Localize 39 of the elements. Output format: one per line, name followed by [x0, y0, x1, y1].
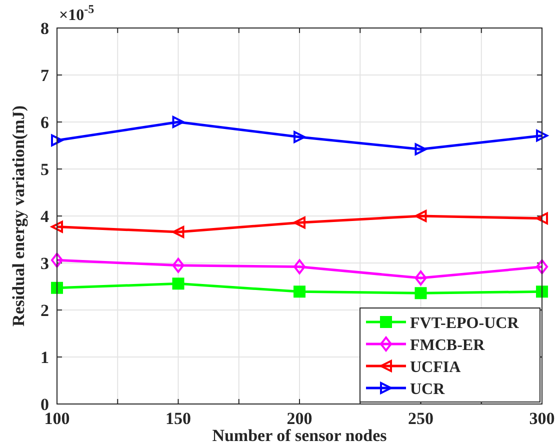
- point: [294, 131, 306, 144]
- point: [536, 130, 548, 142]
- legend-label: UCFIA: [410, 359, 462, 376]
- y-tick-label: 2: [40, 301, 49, 320]
- legend-label: FMCB-ER: [410, 337, 486, 354]
- y-tick-label: 8: [40, 19, 49, 38]
- point: [172, 258, 184, 273]
- point: [51, 220, 63, 233]
- y-tick-label: 3: [40, 254, 49, 273]
- point: [414, 210, 427, 222]
- text: ×10$^{-5}$: [59, 2, 94, 24]
- y-tick-label: 7: [40, 66, 50, 85]
- point: [414, 270, 427, 286]
- y-axis-title: Residual energy variation(mJ): [9, 106, 28, 326]
- point: [294, 216, 306, 229]
- legend-label: UCR: [410, 381, 446, 398]
- x-tick-label: 150: [166, 409, 191, 428]
- point: [294, 259, 306, 274]
- legend-label: FVT-EPO-UCR: [410, 315, 520, 332]
- point: [172, 278, 184, 290]
- point: [536, 212, 548, 224]
- point: [172, 226, 184, 238]
- point: [51, 252, 63, 268]
- x-tick-label: 250: [408, 409, 434, 428]
- y-tick-label: 6: [40, 113, 49, 132]
- y-tick-label: 1: [40, 348, 49, 367]
- point: [51, 134, 63, 146]
- point: [536, 286, 548, 298]
- point: [414, 287, 427, 300]
- point: [51, 282, 63, 294]
- point: [172, 116, 184, 128]
- x-tick-label: 300: [529, 409, 555, 428]
- y-tick-label: 5: [40, 160, 49, 179]
- x-tick-label: 200: [286, 409, 312, 428]
- point: [294, 286, 306, 298]
- point: [536, 259, 548, 274]
- y-tick-label: 4: [40, 207, 50, 226]
- x-axis-title: Number of sensor nodes: [212, 426, 388, 445]
- point: [414, 143, 427, 156]
